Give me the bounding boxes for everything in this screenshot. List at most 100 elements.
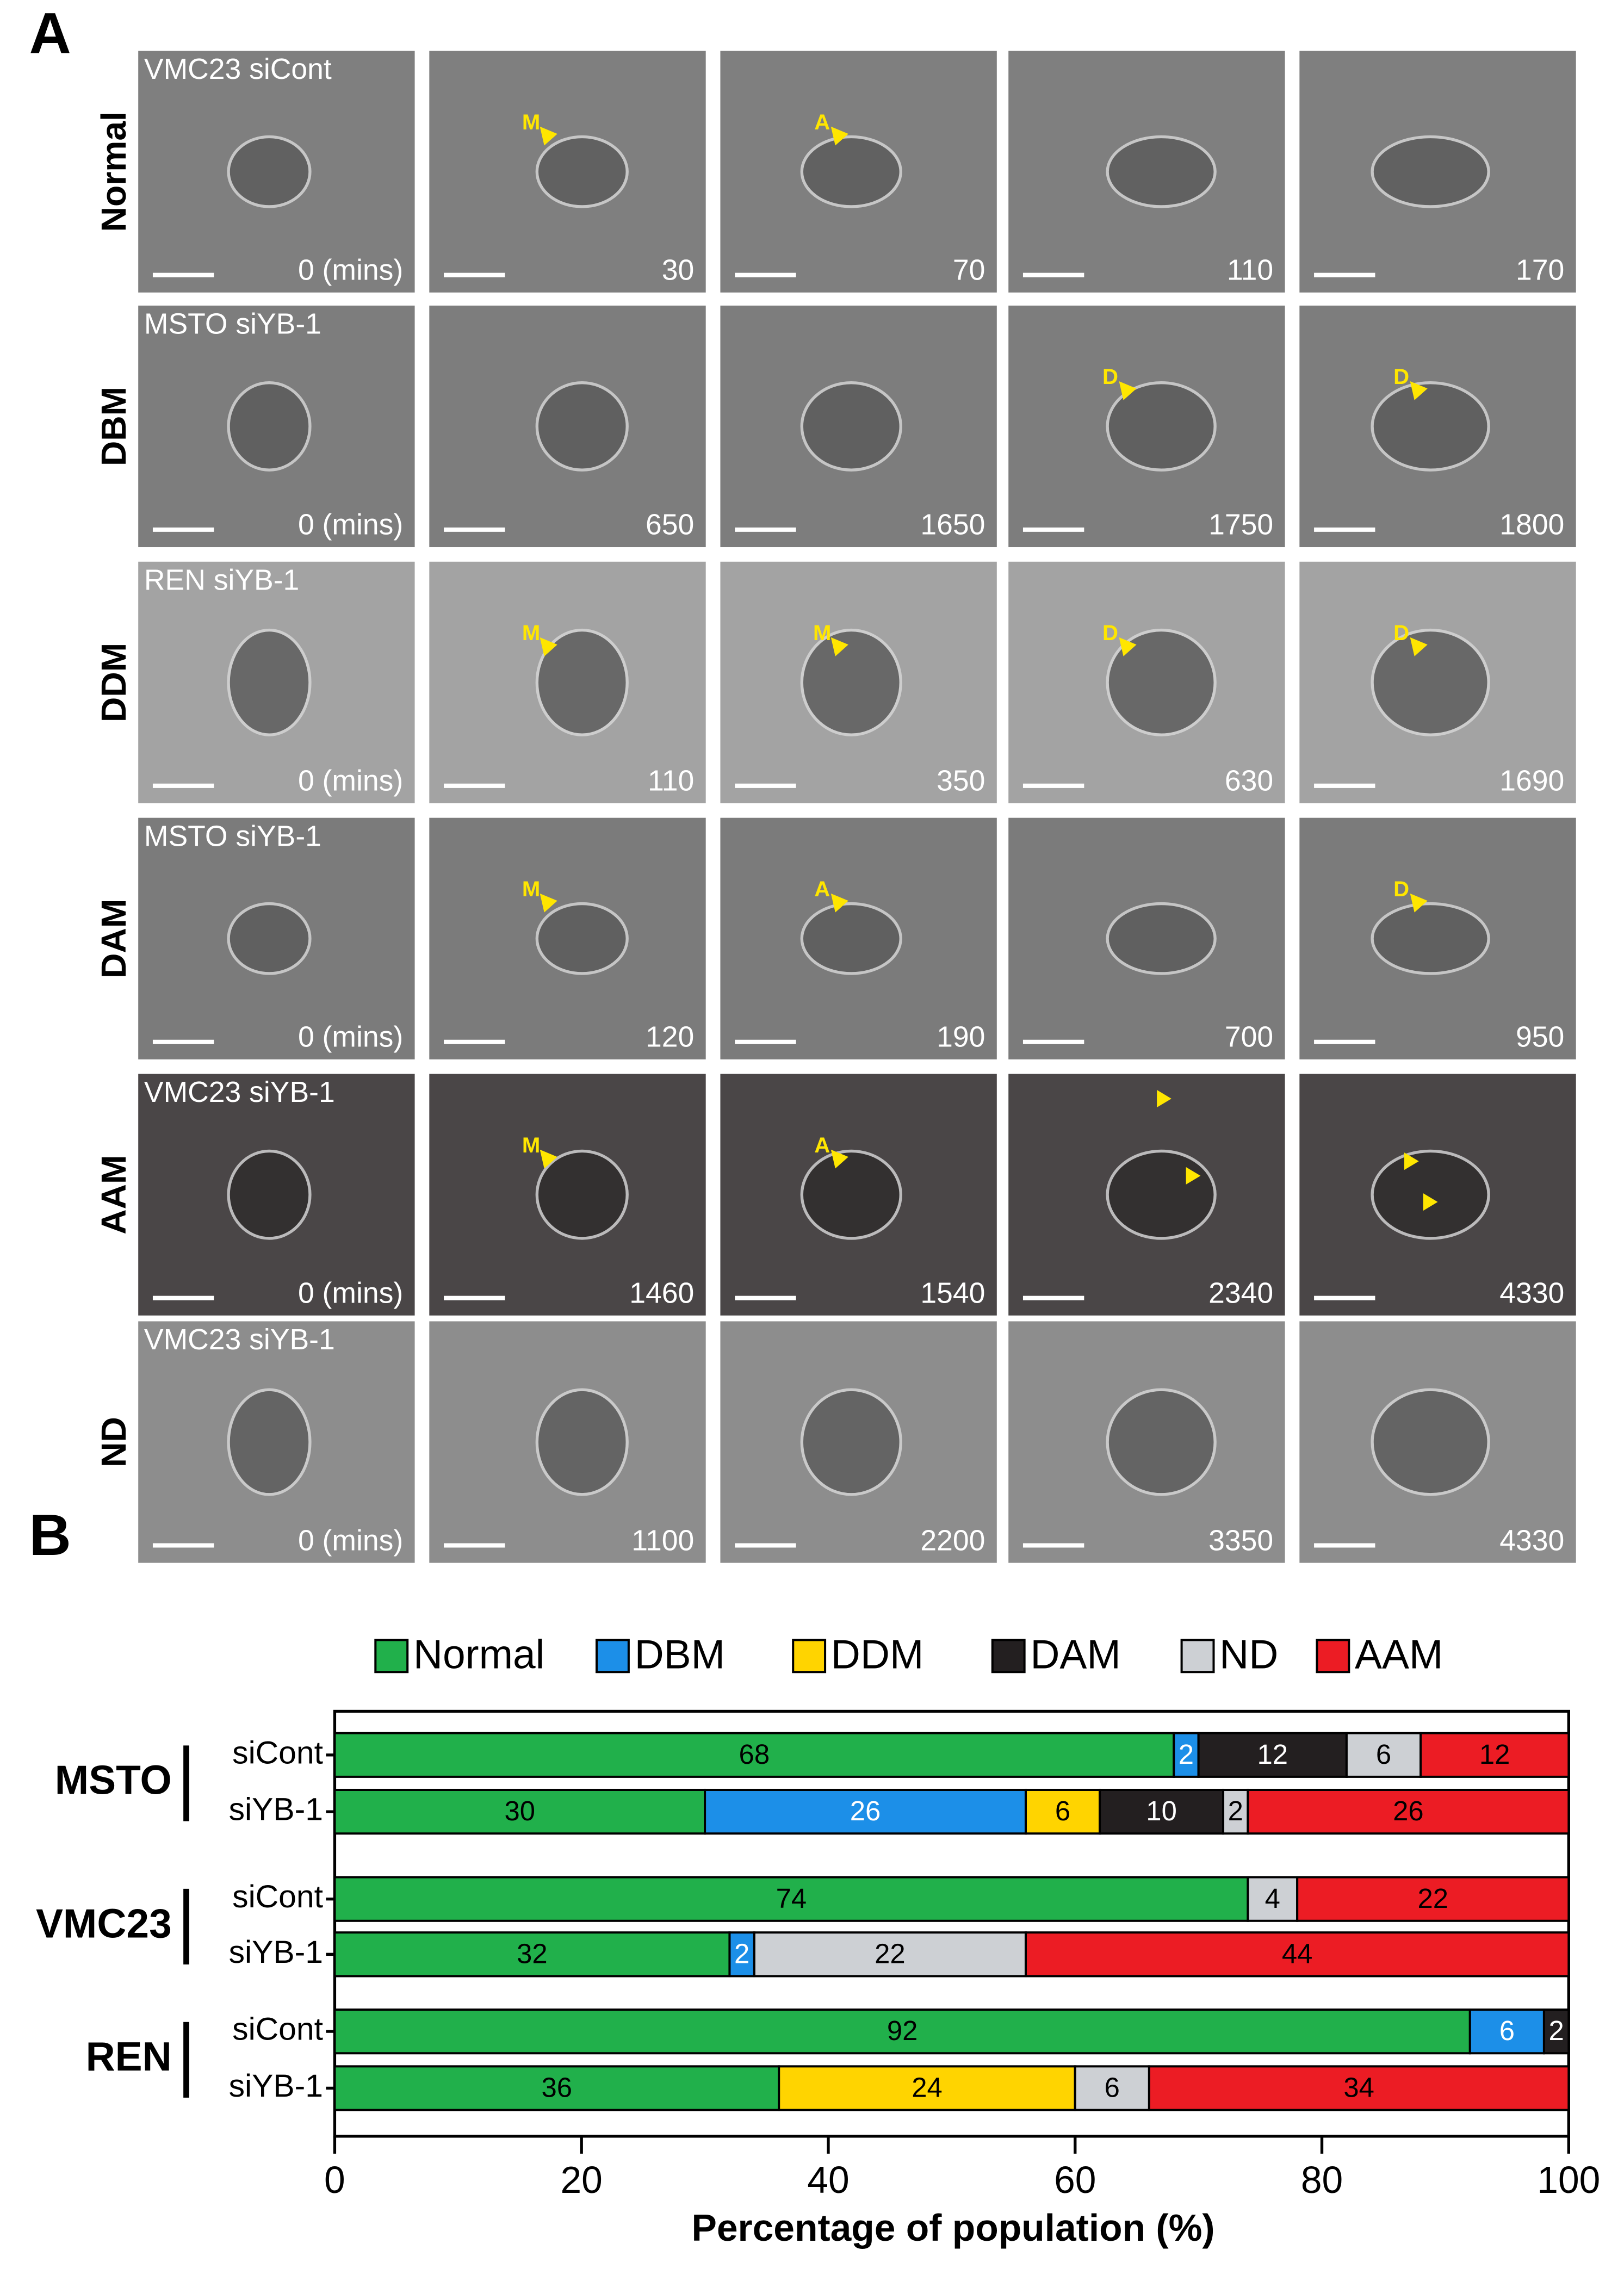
marker-arrow bbox=[1119, 637, 1137, 656]
bar-segment bbox=[1420, 1732, 1570, 1778]
category-label: siCont bbox=[232, 1735, 323, 1770]
time-label: 170 bbox=[1516, 254, 1564, 286]
category-label: siYB-1 bbox=[229, 1792, 323, 1827]
value-label: 74 bbox=[776, 1883, 807, 1914]
marker-letter: M bbox=[522, 1133, 540, 1157]
cell-shape bbox=[1106, 1149, 1217, 1240]
time-label: 70 bbox=[953, 254, 985, 286]
cell-shape bbox=[1371, 1388, 1490, 1496]
marker-letter: A bbox=[814, 877, 830, 901]
value-label: 6 bbox=[1105, 2072, 1120, 2103]
time-label: 4330 bbox=[1499, 1524, 1564, 1557]
bar-segment bbox=[1222, 1788, 1249, 1835]
value-label: 2 bbox=[734, 1938, 749, 1969]
marker-arrow bbox=[1410, 637, 1428, 656]
value-label: 34 bbox=[1343, 2072, 1374, 2103]
cell-shape bbox=[535, 902, 629, 975]
marker-arrow bbox=[830, 1149, 848, 1169]
time-label: 110 bbox=[1227, 254, 1273, 286]
marker-letter: M bbox=[522, 621, 540, 645]
bar-segment bbox=[1468, 2008, 1545, 2055]
value-label: 26 bbox=[850, 1795, 881, 1826]
marker-letter: M bbox=[522, 110, 540, 134]
cell-shape bbox=[1106, 628, 1217, 736]
category-label: siCont bbox=[232, 2012, 323, 2047]
cell-shape bbox=[227, 1149, 312, 1240]
value-label: 6 bbox=[1376, 1739, 1391, 1770]
x-axis-title: Percentage of population (%) bbox=[691, 2206, 1214, 2249]
marker-letter: D bbox=[1102, 364, 1118, 389]
row-label: DDM bbox=[94, 643, 133, 722]
cell-shape bbox=[1371, 902, 1490, 975]
bar-segment bbox=[1247, 1788, 1570, 1835]
value-label: 2 bbox=[1179, 1739, 1194, 1770]
cell-shape bbox=[1106, 902, 1217, 975]
legend-swatch bbox=[1180, 1639, 1215, 1673]
legend-swatch bbox=[374, 1639, 409, 1673]
x-tick-label: 80 bbox=[1301, 2159, 1343, 2201]
marker-arrow bbox=[1119, 381, 1137, 400]
bar-segment bbox=[333, 2008, 1471, 2055]
time-label: 0 (mins) bbox=[298, 1021, 403, 1053]
cell-shape bbox=[535, 381, 629, 472]
time-label: 0 (mins) bbox=[298, 254, 403, 286]
time-label: 2200 bbox=[920, 1524, 985, 1557]
time-label: 110 bbox=[648, 765, 694, 797]
bar-segment bbox=[1542, 2008, 1570, 2055]
value-label: 4 bbox=[1265, 1883, 1280, 1914]
marker-arrow bbox=[540, 126, 557, 146]
marker-arrow bbox=[1423, 1193, 1438, 1211]
cell-shape bbox=[800, 628, 902, 736]
cell-shape bbox=[1106, 1388, 1217, 1496]
marker-letter: M bbox=[813, 621, 831, 645]
time-label: 0 (mins) bbox=[298, 1277, 403, 1309]
legend-swatch bbox=[991, 1639, 1026, 1673]
row-caption: VMC23 siYB-1 bbox=[144, 1076, 335, 1108]
panel-label: B bbox=[29, 1502, 71, 1567]
category-label: siCont bbox=[232, 1879, 323, 1914]
legend-swatch bbox=[792, 1639, 827, 1673]
row-caption: REN siYB-1 bbox=[144, 564, 299, 596]
time-label: 700 bbox=[1225, 1021, 1273, 1053]
bar-segment bbox=[333, 1732, 1175, 1778]
category-label: siYB-1 bbox=[229, 1935, 323, 1970]
bar-segment bbox=[704, 1788, 1027, 1835]
value-label: 30 bbox=[504, 1795, 535, 1826]
x-tick-label: 100 bbox=[1537, 2159, 1600, 2201]
group-label: VMC23 bbox=[36, 1900, 172, 1946]
row-label: Normal bbox=[94, 111, 133, 232]
time-label: 1750 bbox=[1208, 509, 1273, 541]
value-label: 6 bbox=[1055, 1795, 1070, 1826]
marker-arrow bbox=[540, 637, 557, 656]
marker-arrow bbox=[830, 893, 848, 913]
time-label: 1100 bbox=[631, 1524, 694, 1557]
time-label: 4330 bbox=[1499, 1277, 1564, 1309]
legend-label: DDM bbox=[831, 1631, 924, 1677]
cell-shape bbox=[1371, 1149, 1490, 1240]
marker-arrow bbox=[1410, 381, 1428, 400]
x-tick-label: 0 bbox=[324, 2159, 345, 2201]
row-caption: VMC23 siCont bbox=[144, 53, 332, 85]
marker-arrow bbox=[1157, 1090, 1171, 1108]
value-label: 12 bbox=[1479, 1739, 1510, 1770]
value-label: 24 bbox=[912, 2072, 943, 2103]
row-label: DAM bbox=[94, 899, 133, 978]
row-label: ND bbox=[94, 1417, 133, 1467]
bar-segment bbox=[1099, 1788, 1225, 1835]
value-label: 2 bbox=[1228, 1795, 1243, 1826]
value-label: 12 bbox=[1257, 1739, 1288, 1770]
value-label: 36 bbox=[542, 2072, 573, 2103]
marker-letter: D bbox=[1393, 877, 1409, 901]
marker-arrow bbox=[1186, 1167, 1201, 1185]
marker-arrow bbox=[1410, 893, 1428, 913]
marker-letter: M bbox=[522, 877, 540, 901]
time-label: 2340 bbox=[1208, 1277, 1273, 1309]
time-label: 950 bbox=[1516, 1021, 1564, 1053]
time-label: 0 (mins) bbox=[298, 509, 403, 541]
marker-letter: D bbox=[1393, 621, 1409, 645]
time-label: 650 bbox=[646, 509, 694, 541]
marker-letter: D bbox=[1393, 364, 1409, 389]
time-label: 3350 bbox=[1208, 1524, 1273, 1557]
marker-arrow bbox=[1404, 1152, 1419, 1170]
